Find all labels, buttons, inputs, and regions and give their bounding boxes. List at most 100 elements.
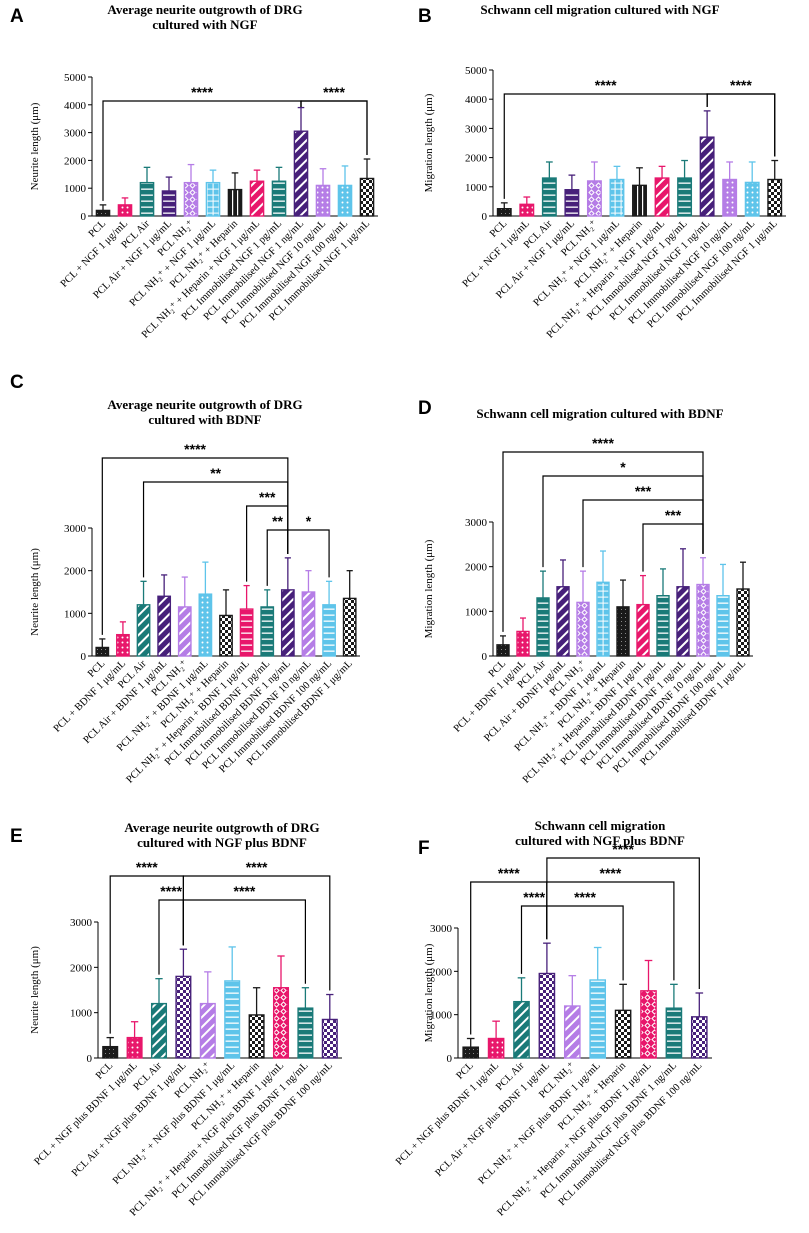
significance-label: **** (184, 441, 206, 457)
chart-title: Average neurite outgrowth of DRG (107, 2, 302, 17)
bar (699, 136, 715, 217)
bar (487, 1037, 505, 1059)
bar (224, 980, 241, 1059)
bar (513, 1000, 530, 1059)
chart-title: Schwann cell migration (535, 818, 666, 833)
x-category-label: PCL (94, 1060, 115, 1081)
bar (198, 593, 213, 657)
significance-label: **** (730, 77, 752, 93)
panel-letter: A (10, 6, 24, 27)
bar (722, 178, 738, 217)
y-tick-label: 0 (482, 651, 488, 663)
y-axis-label: Migration length (μm) (423, 943, 435, 1042)
y-tick-label: 0 (81, 211, 87, 223)
chart-panel-c: C Average neurite outgrowth of DRGculture… (10, 372, 360, 786)
chart-title: cultured with NGF plus BDNF (137, 835, 307, 850)
significance-bracket (520, 905, 548, 974)
x-category-label: PCL + NGF plus BDNF 1 μg/mL (394, 1060, 501, 1167)
significance-bracket (182, 899, 306, 984)
chart-panel-b: B Schwann cell migration cultured with NG… (418, 2, 786, 341)
y-tick-label: 3000 (70, 917, 93, 929)
y-tick-label: 3000 (430, 923, 453, 935)
bar (736, 588, 750, 657)
chart-title: cultured with BDNF (148, 412, 261, 427)
significance-bracket (287, 529, 330, 578)
bar (322, 604, 336, 657)
significance-label: * (620, 459, 626, 475)
significance-label: ** (272, 513, 283, 529)
y-tick-label: 0 (447, 1053, 453, 1065)
y-tick-label: 1000 (70, 1008, 93, 1020)
significance-bracket (546, 905, 624, 981)
significance-bracket (300, 100, 368, 156)
y-tick-label: 2000 (465, 153, 488, 165)
bar (227, 188, 243, 217)
bar (656, 595, 670, 657)
bar (596, 581, 610, 657)
y-tick-label: 1000 (64, 183, 87, 195)
bar (248, 1014, 265, 1059)
panel-letter: D (418, 398, 432, 419)
bar (677, 177, 693, 217)
significance-label: ** (210, 465, 221, 481)
y-tick-label: 2000 (64, 566, 87, 578)
bar (616, 606, 630, 657)
bar (219, 614, 233, 657)
bar (139, 181, 155, 217)
significance-bracket (503, 93, 708, 199)
y-tick-label: 5000 (465, 65, 488, 77)
y-axis-label: Neurite length (μm) (29, 548, 41, 636)
bar (744, 181, 760, 217)
chart-title: Schwann cell migration cultured with BDN… (476, 406, 723, 421)
significance-label: **** (600, 865, 622, 881)
significance-label: *** (259, 489, 276, 505)
chart-title: Average neurite outgrowth of DRG (107, 397, 302, 412)
bar (636, 603, 650, 657)
bar (301, 591, 316, 657)
significance-bracket (300, 100, 368, 156)
chart-title: cultured with NGF (152, 17, 257, 32)
significance-label: *** (665, 507, 682, 523)
bar (609, 178, 625, 217)
x-category-label: PCL Air + NGF plus BDNF 1 μg/mL (433, 1060, 552, 1179)
bar (496, 207, 512, 217)
significance-label: * (306, 513, 312, 529)
significance-label: **** (246, 859, 268, 875)
bar (654, 177, 670, 217)
bar (126, 1036, 143, 1059)
bar (632, 184, 647, 217)
bar (95, 646, 110, 657)
bar (150, 1002, 168, 1059)
bar (297, 1007, 314, 1059)
y-tick-label: 5000 (64, 72, 87, 84)
bar (696, 583, 710, 657)
significance-label: **** (592, 435, 614, 451)
bar (337, 184, 353, 217)
bar (496, 644, 510, 657)
significance-bracket (158, 899, 184, 975)
significance-bracket (706, 93, 776, 157)
significance-bracket (642, 523, 704, 572)
bar (690, 1016, 708, 1059)
significance-label: *** (635, 483, 652, 499)
bar (640, 990, 657, 1059)
y-tick-label: 3000 (465, 123, 488, 135)
significance-label: **** (160, 883, 182, 899)
y-axis-label: Migration length (μm) (423, 93, 435, 192)
bar (102, 1045, 119, 1059)
bar (271, 180, 287, 217)
bar (676, 586, 690, 657)
chart-panel-a: A Average neurite outgrowth of DRGculture… (10, 2, 378, 341)
y-tick-label: 0 (81, 651, 87, 663)
panel-letter: B (418, 6, 432, 27)
y-tick-label: 0 (87, 1053, 93, 1065)
bar (767, 178, 783, 217)
bar (589, 979, 607, 1059)
bar (272, 987, 290, 1059)
significance-label: **** (234, 883, 256, 899)
bar (462, 1046, 480, 1059)
bar (342, 597, 357, 657)
bar (536, 597, 550, 657)
bar (538, 972, 556, 1059)
